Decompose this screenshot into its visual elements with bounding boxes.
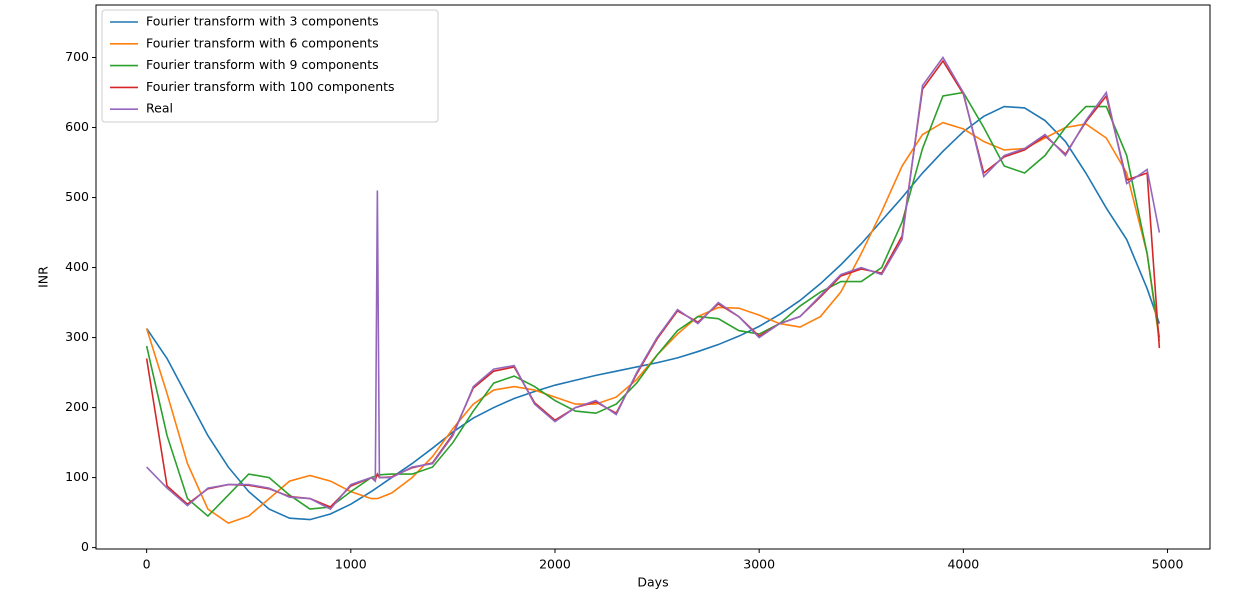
x-tick-label: 4000 <box>947 557 979 572</box>
series-line <box>145 121 1161 524</box>
y-tick-label: 500 <box>65 189 89 204</box>
y-tick-label: 200 <box>65 399 89 414</box>
series-line <box>145 105 1161 521</box>
y-tick-label: 400 <box>65 259 89 274</box>
legend-label: Fourier transform with 6 components <box>146 35 379 50</box>
x-tick-label: 2000 <box>539 557 571 572</box>
y-tick-label: 100 <box>65 469 89 484</box>
y-tick-label: 700 <box>65 49 89 64</box>
series-line <box>145 59 1161 508</box>
y-tick-label: 300 <box>65 329 89 344</box>
x-tick-label: 1000 <box>335 557 367 572</box>
legend-box <box>101 9 439 123</box>
y-axis-label: INR <box>36 266 51 288</box>
legend-label: Fourier transform with 100 components <box>146 79 395 94</box>
legend-label: Fourier transform with 3 components <box>146 14 379 29</box>
series-line <box>146 56 1161 511</box>
x-tick-label: 0 <box>143 557 151 572</box>
legend-label: Real <box>146 101 173 116</box>
y-tick-label: 0 <box>81 539 89 554</box>
plot-frame <box>95 4 1211 550</box>
x-tick-label: 5000 <box>1152 557 1184 572</box>
x-tick-label: 3000 <box>743 557 775 572</box>
x-axis-label: Days <box>637 575 668 590</box>
legend-label: Fourier transform with 9 components <box>146 57 379 72</box>
y-tick-label: 600 <box>65 119 89 134</box>
